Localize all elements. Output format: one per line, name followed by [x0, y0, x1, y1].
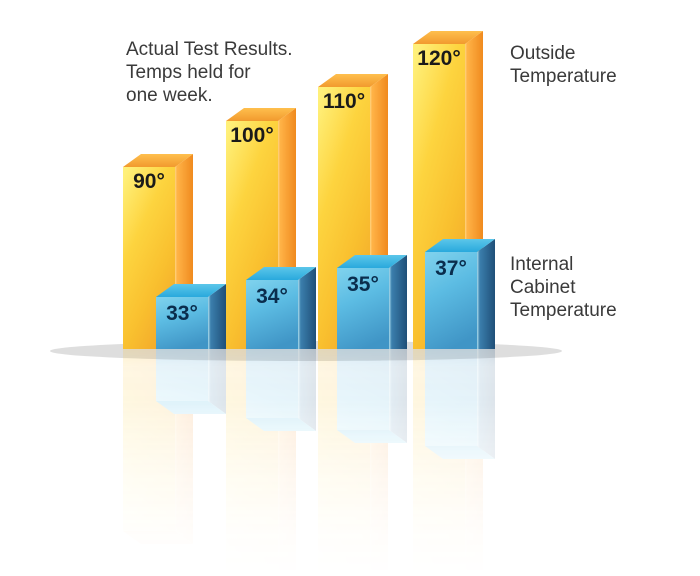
svg-text:35°: 35°	[347, 273, 379, 296]
svg-text:100°: 100°	[230, 124, 273, 147]
svg-text:110°: 110°	[323, 90, 365, 113]
svg-text:33°: 33°	[166, 302, 198, 325]
svg-text:90°: 90°	[133, 170, 165, 193]
svg-text:37°: 37°	[435, 257, 467, 280]
svg-text:120°: 120°	[417, 47, 460, 70]
svg-text:34°: 34°	[256, 285, 288, 308]
